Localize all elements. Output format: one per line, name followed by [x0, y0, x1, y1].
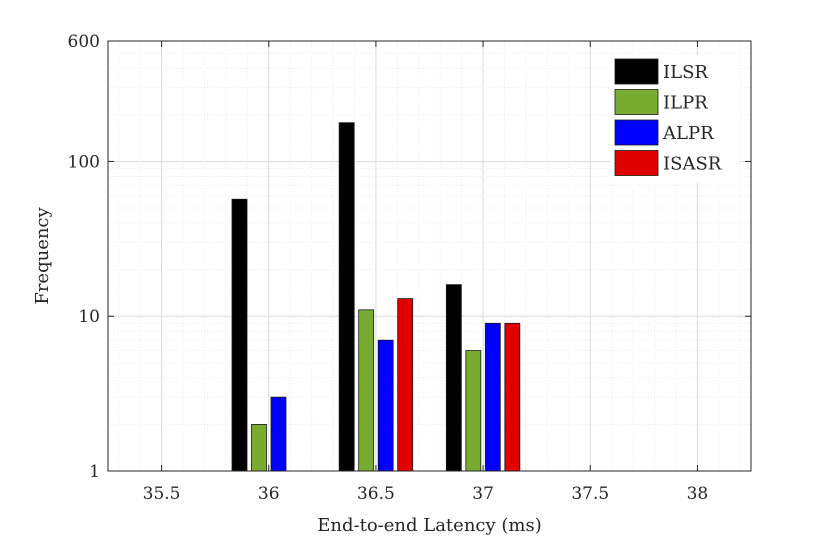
legend-swatch-alpr	[614, 119, 659, 146]
bar-ilpr-37	[465, 350, 482, 472]
x-tick-label: 37.5	[571, 484, 609, 504]
bar-alpr-37	[484, 322, 501, 472]
legend: ILSR ILPR ALPR ISASR	[611, 55, 739, 183]
bar-isasr-36.5	[397, 298, 414, 472]
legend-swatch-ilpr	[614, 89, 659, 115]
bar-ilpr-36.5	[358, 309, 375, 472]
bar-ilsr-37	[445, 284, 462, 472]
y-tick-label: 600	[68, 32, 100, 52]
y-tick-label: 100	[68, 152, 100, 172]
bar-isasr-37	[504, 322, 521, 472]
x-tick-label: 36	[258, 484, 280, 504]
x-axis-label: End-to-end Latency (ms)	[317, 515, 541, 536]
x-tick-label: 35.5	[143, 484, 181, 504]
bar-ilpr-36	[251, 424, 267, 472]
legend-label-alpr: ALPR	[662, 123, 714, 144]
legend-label-isasr: ISASR	[663, 154, 722, 175]
bar-ilsr-36	[231, 198, 248, 472]
x-tick-label: 38	[687, 484, 709, 504]
legend-label-ilpr: ILPR	[663, 93, 708, 114]
y-tick-label: 1	[89, 462, 100, 482]
ticks: 35.5 36 36.5 37 37.5 38 1 10 100 600	[68, 32, 751, 504]
bar-ilsr-36.5	[338, 122, 355, 472]
plot-frame	[107, 40, 752, 472]
bars	[231, 122, 521, 472]
legend-swatch-isasr	[614, 150, 659, 176]
x-tick-label: 37	[472, 484, 494, 504]
y-tick-label: 10	[78, 307, 100, 327]
bar-alpr-36.5	[377, 339, 394, 472]
legend-swatch-ilsr	[614, 58, 659, 85]
bar-alpr-36	[270, 396, 287, 472]
y-axis-label: Frequency	[32, 206, 53, 304]
legend-label-ilsr: ILSR	[663, 62, 708, 83]
x-tick-label: 36.5	[357, 484, 395, 504]
